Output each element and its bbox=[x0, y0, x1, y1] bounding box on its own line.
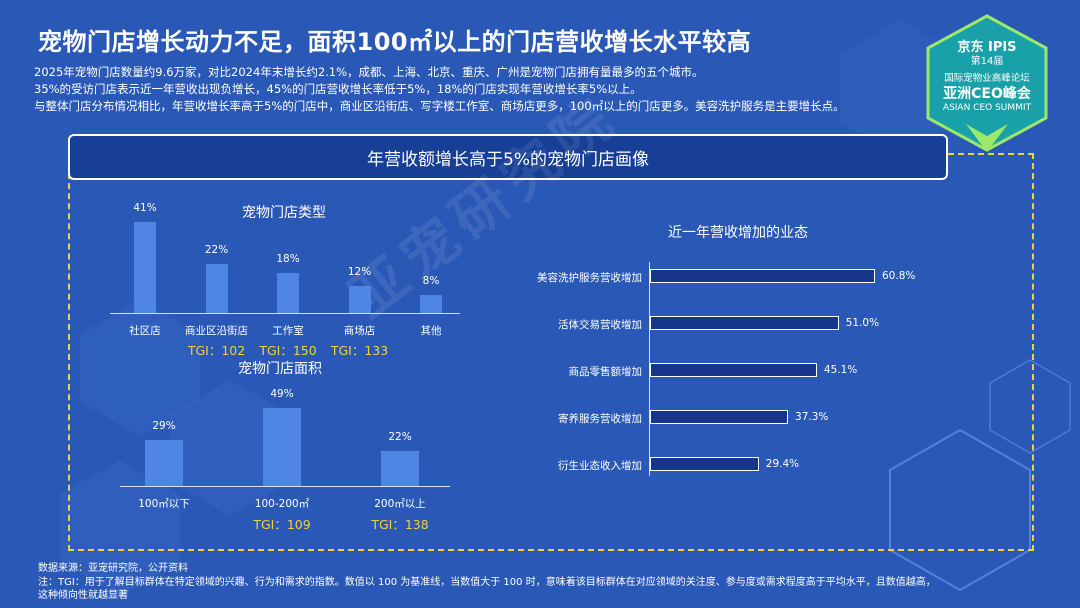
data-label: 22% bbox=[204, 244, 229, 257]
intro-paragraph: 与整体门店分布情况相比，年营收增长率高于5%的门店中，商业区沿街店、写字楼工作室… bbox=[34, 99, 845, 113]
data-label: 45.1% bbox=[823, 364, 858, 376]
bar bbox=[381, 450, 419, 486]
category-label: 社区店 bbox=[129, 325, 161, 337]
page-title: 宠物门店增长动力不足，面积100㎡以上的门店营收增长水平较高 bbox=[38, 28, 752, 56]
bar bbox=[134, 222, 156, 313]
tgi-label: TGI：133 bbox=[330, 343, 389, 358]
bar bbox=[650, 457, 759, 471]
category-label: 200㎡以上 bbox=[374, 498, 426, 510]
data-label: 12% bbox=[347, 266, 372, 279]
chart-title-store-area: 宠物门店面积 bbox=[238, 361, 322, 377]
bar bbox=[263, 408, 301, 486]
intro-paragraph: 35%的受访门店表示近一年营收出现负增长，45%的门店营收增长率低于5%，18%… bbox=[34, 82, 642, 96]
intro-text: 2025年宠物门店数量约9.6万家，对比2024年末增长约2.1%，成都、上海、… bbox=[34, 64, 914, 115]
data-label: 37.3% bbox=[795, 411, 829, 423]
footnote: 这种倾向性就越显著 bbox=[38, 590, 128, 601]
chart-title-business: 近一年营收增加的业态 bbox=[668, 225, 808, 241]
category-label: 其他 bbox=[420, 325, 442, 337]
data-label: 51.0% bbox=[845, 317, 880, 329]
bar bbox=[650, 410, 789, 424]
category-label: 工作室 bbox=[272, 325, 304, 337]
category-label: 商业区沿街店 bbox=[185, 325, 248, 337]
baseline bbox=[120, 486, 450, 487]
badge-name: 亚洲CEO峰会 bbox=[943, 86, 1031, 102]
category-label: 100-200㎡ bbox=[254, 498, 310, 510]
data-label: 60.8% bbox=[882, 270, 916, 282]
badge-subtitle: 国际宠物业高峰论坛 bbox=[944, 73, 1030, 84]
category-label: 商场店 bbox=[343, 325, 376, 337]
bar bbox=[145, 439, 183, 486]
y-axis-line bbox=[649, 262, 650, 476]
tgi-label: TGI：109 bbox=[253, 517, 311, 532]
intro-paragraph: 2025年宠物门店数量约9.6万家，对比2024年末增长约2.1%，成都、上海、… bbox=[34, 65, 704, 79]
footnote: 注：TGI：用于了解目标群体在特定领域的兴趣、行为和需求的指数。数值以 100 … bbox=[38, 577, 936, 588]
bar bbox=[277, 273, 299, 313]
category-label: 寄养服务营收增加 bbox=[558, 413, 642, 425]
data-label: 49% bbox=[270, 388, 294, 400]
data-label: 8% bbox=[422, 275, 440, 288]
category-label: 商品零售额增加 bbox=[568, 366, 643, 378]
data-label: 29.4% bbox=[765, 458, 800, 470]
bar bbox=[420, 295, 442, 313]
data-label: 22% bbox=[388, 430, 412, 443]
category-label: 100㎡以下 bbox=[138, 498, 190, 510]
data-label: 41% bbox=[133, 202, 157, 214]
bar bbox=[650, 363, 817, 377]
badge-edition: 第14届 bbox=[970, 56, 1004, 67]
data-source: 数据来源：亚宠研究院，公开资料 bbox=[38, 563, 188, 574]
bar bbox=[348, 286, 371, 313]
data-label: 18% bbox=[276, 253, 300, 266]
tgi-label: TGI：102 bbox=[187, 343, 246, 358]
bar bbox=[205, 264, 228, 313]
tgi-label: TGI：138 bbox=[371, 517, 429, 532]
section-banner: 年营收额增长高于5%的宠物门店画像 bbox=[68, 134, 948, 180]
category-label: 活体交易营收增加 bbox=[558, 319, 642, 331]
badge-brand: 京东 IPIS bbox=[957, 40, 1017, 55]
chart-title-store-type: 宠物门店类型 bbox=[242, 205, 326, 221]
bar bbox=[650, 316, 839, 330]
badge-english: ASIAN CEO SUMMIT bbox=[942, 103, 1032, 113]
category-label: 美容洗护服务营收增加 bbox=[537, 272, 642, 284]
data-label: 29% bbox=[152, 419, 176, 432]
bar bbox=[650, 269, 875, 283]
tgi-label: TGI：150 bbox=[259, 343, 317, 358]
baseline bbox=[110, 313, 460, 314]
category-label: 衍生业态收入增加 bbox=[558, 460, 642, 472]
summit-logo: 京东 IPIS 第14届 国际宠物业高峰论坛 亚洲CEO峰会 ASIAN CEO… bbox=[924, 14, 1050, 154]
